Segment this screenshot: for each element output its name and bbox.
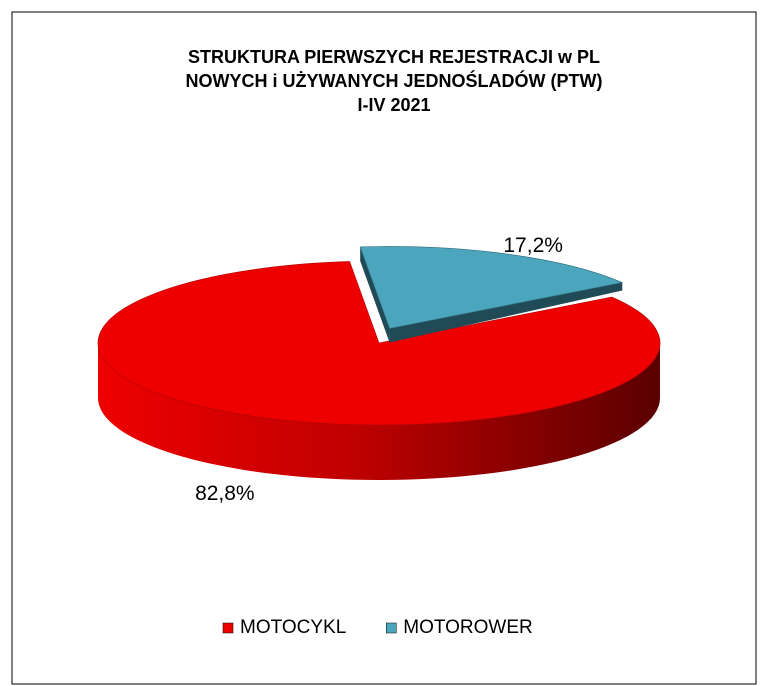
chart-title: I-IV 2021 (357, 95, 430, 115)
legend-label: MOTOROWER (403, 617, 532, 638)
legend-label: MOTOCYKL (240, 617, 346, 638)
slice (359, 246, 624, 329)
data-label: 82,8% (195, 482, 255, 505)
slice-side (360, 246, 390, 343)
legend-swatch (386, 622, 397, 634)
slice-side (98, 343, 660, 480)
legend-swatch (222, 622, 234, 634)
slice (97, 261, 661, 426)
chart-title: STRUKTURA PIERWSZYCH REJESTRACJI w PL (188, 47, 600, 67)
data-label: 17,2% (503, 234, 563, 257)
slice-side (389, 282, 623, 343)
chart-title: NOWYCH i UŻYWANYCH JEDNOŚLADÓW (PTW) (186, 70, 603, 91)
